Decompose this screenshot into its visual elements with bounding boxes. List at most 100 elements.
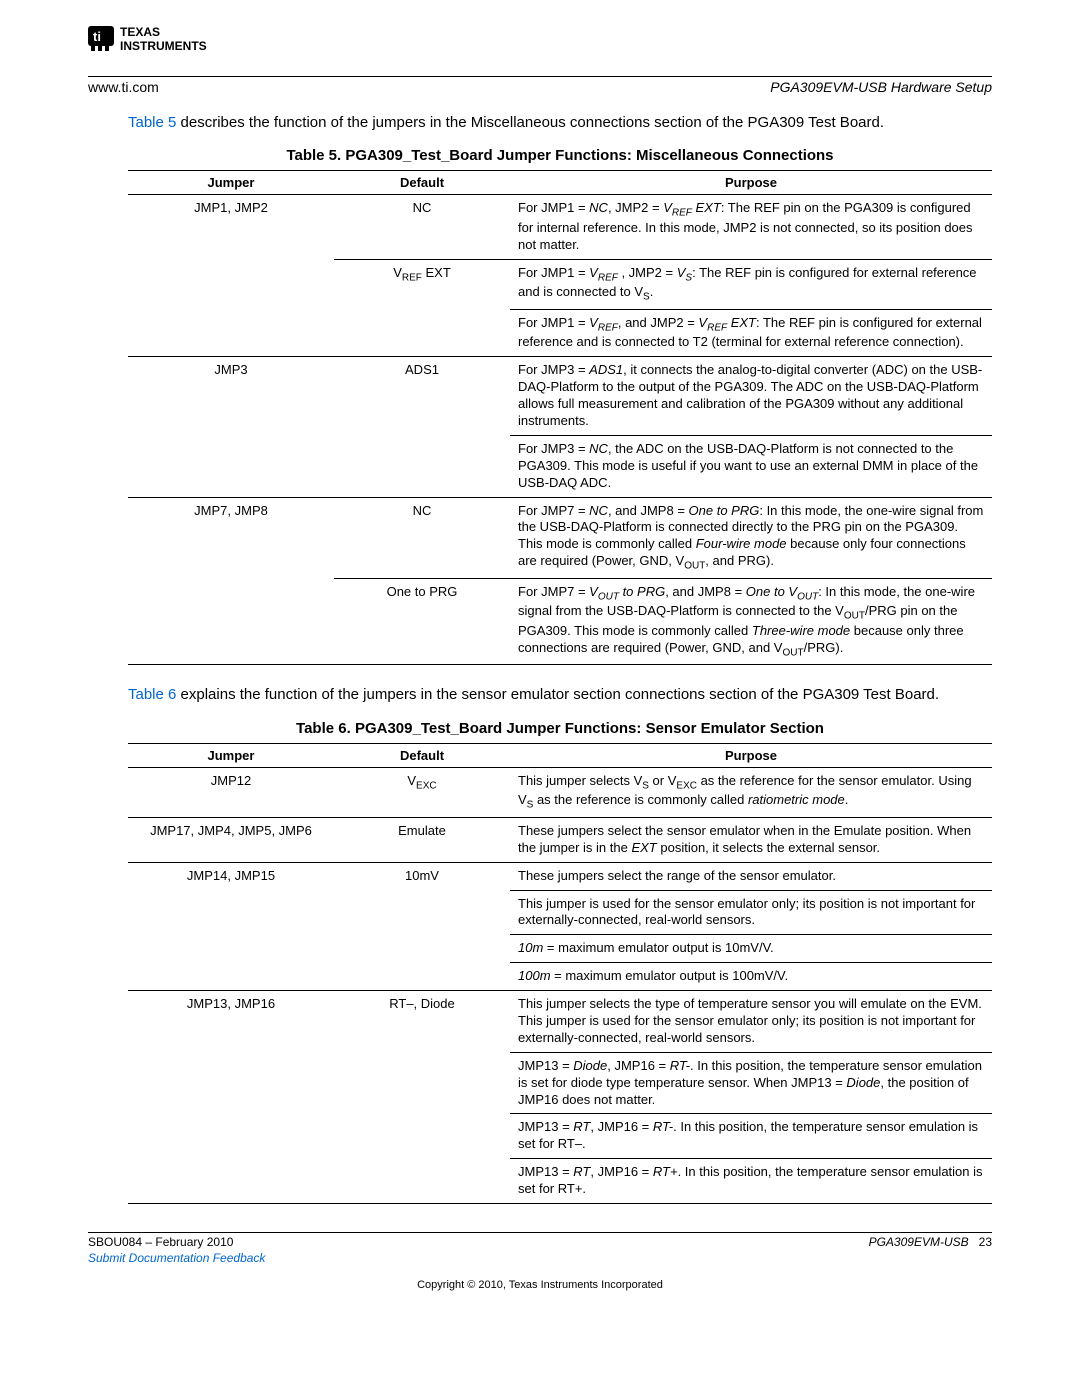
default-cell: 10mV (334, 862, 510, 890)
table5-title: Table 5. PGA309_Test_Board Jumper Functi… (128, 147, 992, 164)
svg-text:TEXAS: TEXAS (120, 25, 160, 39)
jumper-cell (128, 1159, 334, 1204)
purpose-cell: This jumper is used for the sensor emula… (510, 890, 992, 935)
jumper-cell: JMP13, JMP16 (128, 991, 334, 1053)
table-row: For JMP1 = VREF, and JMP2 = VREF EXT: Th… (128, 309, 992, 356)
jumper-cell (128, 890, 334, 935)
table-row: JMP13 = RT, JMP16 = RT-. In this positio… (128, 1114, 992, 1159)
default-cell (334, 1114, 510, 1159)
table-row: JMP12VEXCThis jumper selects VS or VEXC … (128, 767, 992, 817)
table-row: VREF EXTFor JMP1 = VREF , JMP2 = VS: The… (128, 259, 992, 309)
purpose-cell: JMP13 = Diode, JMP16 = RT-. In this posi… (510, 1052, 992, 1114)
table6-link[interactable]: Table 6 (128, 686, 176, 703)
default-cell: VREF EXT (334, 259, 510, 309)
site-url[interactable]: www.ti.com (88, 79, 159, 95)
intro-table6: Table 6 explains the function of the jum… (128, 685, 992, 705)
table-row: JMP13 = RT, JMP16 = RT+. In this positio… (128, 1159, 992, 1204)
table5: Jumper Default Purpose JMP1, JMP2NCFor J… (128, 170, 992, 665)
jumper-cell: JMP1, JMP2 (128, 195, 334, 259)
purpose-cell: 100m = maximum emulator output is 100mV/… (510, 963, 992, 991)
svg-text:ti: ti (93, 29, 101, 44)
table6-header-row: Jumper Default Purpose (128, 743, 992, 767)
purpose-cell: These jumpers select the sensor emulator… (510, 817, 992, 862)
feedback-link[interactable]: Submit Documentation Feedback (88, 1251, 265, 1265)
page-number: 23 (979, 1235, 992, 1249)
jumper-cell (128, 578, 334, 665)
purpose-cell: JMP13 = RT, JMP16 = RT-. In this positio… (510, 1114, 992, 1159)
jumper-cell (128, 309, 334, 356)
jumper-cell: JMP17, JMP4, JMP5, JMP6 (128, 817, 334, 862)
table-row: One to PRGFor JMP7 = VOUT to PRG, and JM… (128, 578, 992, 665)
table6-title: Table 6. PGA309_Test_Board Jumper Functi… (128, 720, 992, 737)
table-row: 10m = maximum emulator output is 10mV/V. (128, 935, 992, 963)
intro2-text: explains the function of the jumpers in … (176, 686, 939, 703)
purpose-cell: These jumpers select the range of the se… (510, 862, 992, 890)
jumper-cell (128, 1114, 334, 1159)
section-title: PGA309EVM-USB Hardware Setup (770, 79, 992, 95)
purpose-cell: For JMP7 = VOUT to PRG, and JMP8 = One t… (510, 578, 992, 665)
default-cell (334, 435, 510, 497)
table-row: JMP3ADS1For JMP3 = ADS1, it connects the… (128, 357, 992, 436)
table6-wrap: Table 6. PGA309_Test_Board Jumper Functi… (128, 720, 992, 1204)
default-cell: ADS1 (334, 357, 510, 436)
table-row: For JMP3 = NC, the ADC on the USB-DAQ-Pl… (128, 435, 992, 497)
table5-wrap: Table 5. PGA309_Test_Board Jumper Functi… (128, 147, 992, 665)
doc-id: SBOU084 – February 2010 (88, 1235, 233, 1249)
th-jumper: Jumper (128, 171, 334, 195)
intro1-text: describes the function of the jumpers in… (176, 114, 884, 131)
purpose-cell: 10m = maximum emulator output is 10mV/V. (510, 935, 992, 963)
default-cell (334, 935, 510, 963)
default-cell: NC (334, 195, 510, 259)
table-row: JMP13, JMP16RT–, DiodeThis jumper select… (128, 991, 992, 1053)
table-row: JMP1, JMP2NCFor JMP1 = NC, JMP2 = VREF E… (128, 195, 992, 259)
jumper-cell: JMP14, JMP15 (128, 862, 334, 890)
table-row: JMP17, JMP4, JMP5, JMP6EmulateThese jump… (128, 817, 992, 862)
jumper-cell (128, 963, 334, 991)
table-row: JMP7, JMP8NCFor JMP7 = NC, and JMP8 = On… (128, 497, 992, 578)
table5-link[interactable]: Table 5 (128, 114, 176, 131)
purpose-cell: For JMP3 = NC, the ADC on the USB-DAQ-Pl… (510, 435, 992, 497)
header-rule (88, 76, 992, 77)
table-row: This jumper is used for the sensor emula… (128, 890, 992, 935)
jumper-cell (128, 435, 334, 497)
purpose-cell: JMP13 = RT, JMP16 = RT+. In this positio… (510, 1159, 992, 1204)
table-row: 100m = maximum emulator output is 100mV/… (128, 963, 992, 991)
purpose-cell: For JMP3 = ADS1, it connects the analog-… (510, 357, 992, 436)
footer-title: PGA309EVM-USB (869, 1235, 969, 1249)
default-cell (334, 309, 510, 356)
table5-header-row: Jumper Default Purpose (128, 171, 992, 195)
default-cell: RT–, Diode (334, 991, 510, 1053)
default-cell (334, 963, 510, 991)
jumper-cell: JMP3 (128, 357, 334, 436)
jumper-cell (128, 935, 334, 963)
default-cell (334, 1052, 510, 1114)
default-cell: NC (334, 497, 510, 578)
jumper-cell: JMP7, JMP8 (128, 497, 334, 578)
purpose-cell: For JMP1 = VREF, and JMP2 = VREF EXT: Th… (510, 309, 992, 356)
default-cell (334, 1159, 510, 1204)
table-row: JMP14, JMP1510mVThese jumpers select the… (128, 862, 992, 890)
intro-table5: Table 5 describes the function of the ju… (128, 113, 992, 133)
document-page: ti TEXAS INSTRUMENTS www.ti.com PGA309EV… (0, 0, 1080, 1311)
purpose-cell: For JMP1 = NC, JMP2 = VREF EXT: The REF … (510, 195, 992, 259)
svg-text:INSTRUMENTS: INSTRUMENTS (120, 39, 207, 53)
th-purpose: Purpose (510, 743, 992, 767)
default-cell: One to PRG (334, 578, 510, 665)
purpose-cell: For JMP7 = NC, and JMP8 = One to PRG: In… (510, 497, 992, 578)
jumper-cell (128, 1052, 334, 1114)
table-row: JMP13 = Diode, JMP16 = RT-. In this posi… (128, 1052, 992, 1114)
purpose-cell: For JMP1 = VREF , JMP2 = VS: The REF pin… (510, 259, 992, 309)
table6: Jumper Default Purpose JMP12VEXCThis jum… (128, 743, 992, 1204)
jumper-cell: JMP12 (128, 767, 334, 817)
jumper-cell (128, 259, 334, 309)
header-row: www.ti.com PGA309EVM-USB Hardware Setup (88, 79, 992, 95)
default-cell: Emulate (334, 817, 510, 862)
ti-logo: ti TEXAS INSTRUMENTS (88, 24, 992, 60)
th-default: Default (334, 743, 510, 767)
th-default: Default (334, 171, 510, 195)
default-cell (334, 890, 510, 935)
th-purpose: Purpose (510, 171, 992, 195)
footer-row: SBOU084 – February 2010 PGA309EVM-USB 23 (88, 1235, 992, 1249)
purpose-cell: This jumper selects the type of temperat… (510, 991, 992, 1053)
th-jumper: Jumper (128, 743, 334, 767)
